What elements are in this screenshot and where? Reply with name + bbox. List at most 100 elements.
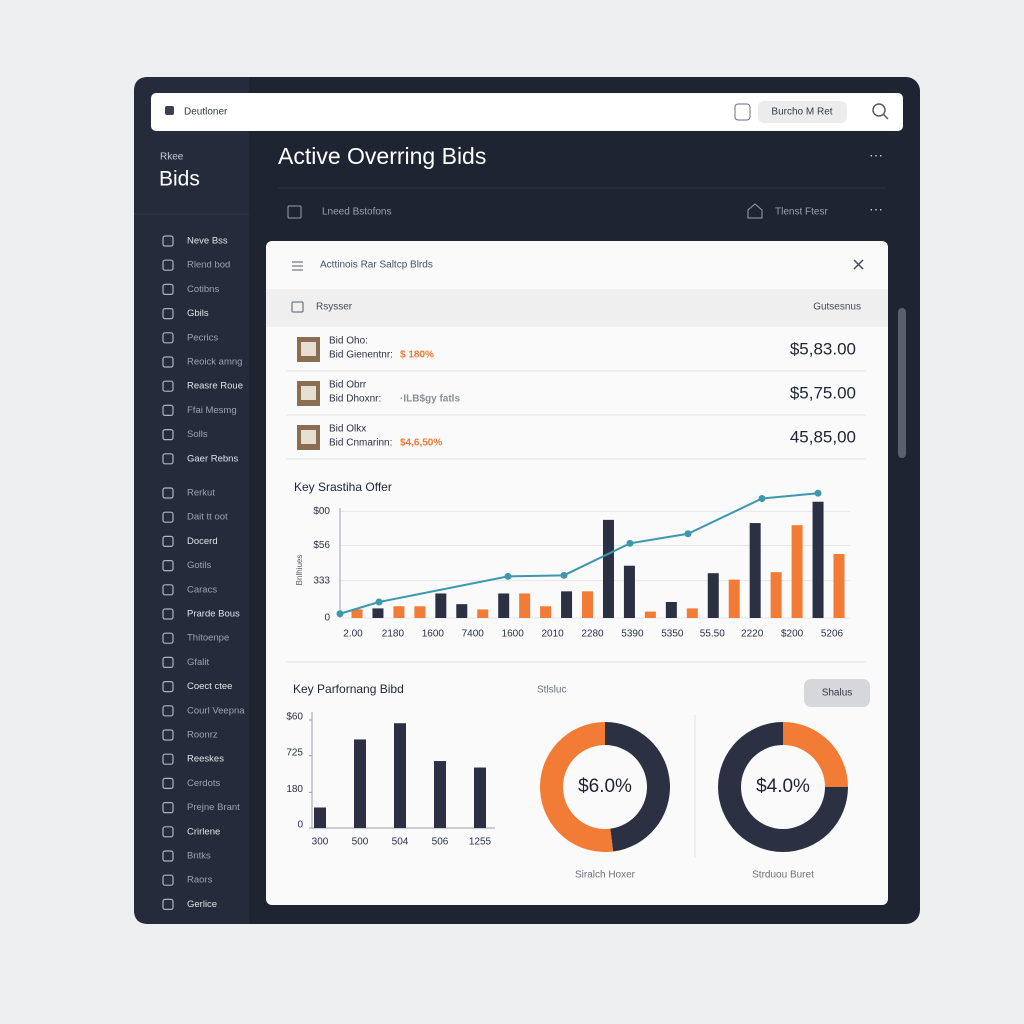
donut-slice bbox=[605, 722, 670, 852]
nav-item[interactable]: Courl Veepna bbox=[187, 705, 245, 716]
nav-icon bbox=[162, 680, 174, 693]
x-tick-label: 2.00 bbox=[343, 629, 363, 640]
nav-item[interactable]: Reeskes bbox=[187, 754, 224, 765]
row-detail: Bid Dhoxnr: bbox=[329, 394, 381, 405]
menu-icon[interactable] bbox=[292, 261, 303, 271]
bar bbox=[393, 606, 405, 618]
y-tick-label: $60 bbox=[286, 712, 303, 723]
donut-caption: Strduou Buret bbox=[752, 870, 814, 881]
row-note: $4,6,50% bbox=[400, 438, 442, 449]
donut-slice bbox=[539, 722, 614, 852]
status-button[interactable] bbox=[804, 679, 870, 707]
bar bbox=[665, 602, 677, 618]
bar bbox=[602, 519, 614, 618]
table-header-cell: Gutsesnus bbox=[813, 302, 861, 313]
close-button[interactable] bbox=[853, 259, 864, 270]
nav-item[interactable]: Prarde Bous bbox=[187, 609, 240, 620]
panel-title: Acttinois Rar Saltcp Blrds bbox=[320, 260, 433, 271]
row-name: Bid Olkx bbox=[329, 424, 366, 435]
nav-icon bbox=[162, 429, 174, 441]
search-icon[interactable] bbox=[872, 103, 886, 117]
nav-icon bbox=[162, 259, 174, 271]
x-tick-label: 2010 bbox=[541, 629, 564, 640]
row-note: $ 180% bbox=[400, 350, 434, 361]
x-tick-label: 300 bbox=[312, 837, 329, 848]
nav-item[interactable]: Cerdots bbox=[187, 778, 221, 789]
nav-item[interactable]: Caracs bbox=[187, 584, 217, 595]
nav-item[interactable]: Reoick amng bbox=[187, 357, 242, 368]
row-detail: Bid Gienentnr: bbox=[329, 350, 393, 361]
table-header-cell: Rsysser bbox=[316, 302, 353, 313]
nav-icon bbox=[162, 535, 174, 548]
nav-item[interactable]: Cotibns bbox=[187, 284, 219, 295]
nav-item[interactable]: Roonrz bbox=[187, 730, 218, 741]
row-amount: $5,75.00 bbox=[790, 383, 856, 402]
sidebar bbox=[134, 77, 249, 924]
search-handle bbox=[882, 113, 889, 120]
status-button-label: Shalus bbox=[822, 688, 853, 699]
x-tick-label: 7400 bbox=[462, 629, 485, 640]
nav-item[interactable]: Bntks bbox=[187, 851, 211, 862]
nav-item[interactable]: Rlend bod bbox=[187, 260, 230, 271]
line-point bbox=[375, 598, 383, 606]
pill-button[interactable] bbox=[758, 101, 847, 123]
nav-item[interactable]: Neve Bss bbox=[187, 236, 228, 247]
bar bbox=[519, 593, 531, 618]
bar bbox=[372, 608, 384, 618]
nav-item[interactable]: Crirlene bbox=[187, 826, 220, 837]
y-tick-label: 0 bbox=[297, 820, 303, 831]
scrollbar[interactable] bbox=[898, 308, 906, 458]
nav-item[interactable]: Reasre Roue bbox=[187, 381, 243, 392]
nav-item[interactable]: Gbils bbox=[187, 308, 209, 319]
row-name: Bid Oho: bbox=[329, 336, 368, 347]
nav-item[interactable]: Gaer Rebns bbox=[187, 453, 238, 464]
doc-button[interactable] bbox=[734, 103, 751, 121]
y-tick-label: 333 bbox=[313, 575, 330, 586]
donut-slice bbox=[783, 722, 848, 787]
more-button[interactable]: ··· bbox=[869, 147, 883, 163]
bar bbox=[314, 807, 326, 828]
line-point bbox=[560, 571, 568, 579]
x-tick-label: 2220 bbox=[741, 629, 764, 640]
nav-icon bbox=[162, 235, 174, 247]
y-tick-label: 0 bbox=[324, 613, 330, 624]
nav-icon bbox=[162, 356, 174, 368]
y-axis-label: Bnlhiues bbox=[295, 555, 304, 586]
nav-item[interactable]: Prejne Brant bbox=[187, 802, 240, 813]
panel bbox=[266, 241, 888, 905]
sidebar-kicker: Rkee bbox=[160, 152, 184, 163]
bar bbox=[434, 761, 446, 828]
line-point bbox=[626, 539, 634, 547]
nav-item[interactable]: Docerd bbox=[187, 536, 218, 547]
nav-icon bbox=[162, 729, 174, 741]
nav-item[interactable]: Rerkut bbox=[187, 488, 215, 499]
bar bbox=[474, 767, 486, 828]
nav-item[interactable]: Pecrics bbox=[187, 332, 218, 343]
x-tick-label: 506 bbox=[432, 837, 449, 848]
nav-item[interactable]: Solls bbox=[187, 429, 208, 440]
x-tick-label: 504 bbox=[392, 837, 409, 848]
table-header bbox=[266, 289, 888, 327]
nav-item[interactable]: Gerlice bbox=[187, 899, 217, 910]
y-tick-label: $56 bbox=[313, 540, 330, 551]
nav-item[interactable]: Ffai Mesmg bbox=[187, 405, 237, 416]
nav-item[interactable]: Thitoenpe bbox=[187, 633, 229, 644]
nav-item[interactable]: Gotils bbox=[187, 560, 212, 571]
more-button[interactable]: ··· bbox=[869, 201, 883, 217]
nav-icon bbox=[162, 487, 174, 499]
nav-item[interactable]: Raors bbox=[187, 875, 213, 886]
nav-icon bbox=[162, 453, 174, 465]
x-tick-label: 2280 bbox=[581, 629, 604, 640]
nav-icon bbox=[162, 404, 174, 416]
toolbar-right[interactable]: Tlenst Ftesr bbox=[775, 207, 828, 218]
nav-item[interactable]: Coect ctee bbox=[187, 681, 232, 692]
line-point bbox=[758, 495, 766, 503]
nav-icon bbox=[162, 705, 174, 717]
nav-item[interactable]: Dait tt oot bbox=[187, 512, 228, 523]
x-tick-label: 1255 bbox=[469, 837, 492, 848]
bar bbox=[456, 604, 468, 618]
x-tick-label: 1600 bbox=[422, 629, 445, 640]
header-icon bbox=[291, 301, 304, 313]
nav-item[interactable]: Gfalit bbox=[187, 657, 210, 668]
